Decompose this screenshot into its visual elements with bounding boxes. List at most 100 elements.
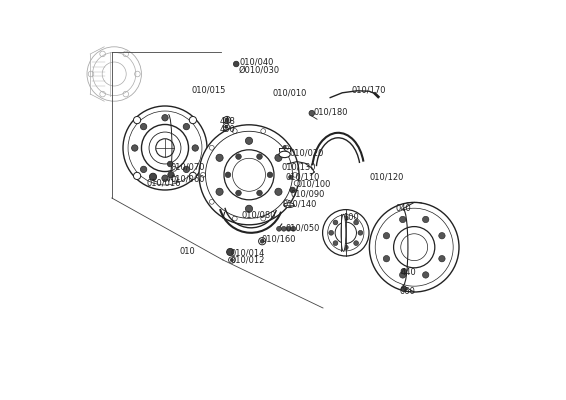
Circle shape <box>257 154 262 160</box>
Circle shape <box>235 190 241 196</box>
Circle shape <box>401 286 406 292</box>
Circle shape <box>230 258 233 262</box>
Circle shape <box>183 124 190 130</box>
Text: 040: 040 <box>396 204 411 213</box>
Text: 010/010: 010/010 <box>273 89 307 98</box>
Text: 010/100: 010/100 <box>297 180 331 188</box>
Circle shape <box>323 210 369 256</box>
Circle shape <box>140 124 147 130</box>
Circle shape <box>140 166 147 172</box>
Circle shape <box>383 232 389 239</box>
Circle shape <box>162 114 168 121</box>
Circle shape <box>123 106 207 190</box>
Circle shape <box>189 172 196 180</box>
Circle shape <box>172 176 178 182</box>
Text: 100: 100 <box>343 214 359 222</box>
Circle shape <box>223 124 229 130</box>
Text: 010: 010 <box>179 247 195 256</box>
Circle shape <box>225 172 231 178</box>
Circle shape <box>156 139 174 157</box>
Circle shape <box>260 239 264 243</box>
Text: 448: 448 <box>220 118 235 126</box>
Text: 060: 060 <box>399 287 415 296</box>
Circle shape <box>189 116 196 124</box>
Circle shape <box>294 180 300 186</box>
Circle shape <box>289 175 293 179</box>
Circle shape <box>225 125 228 128</box>
Text: 010/040: 010/040 <box>239 58 273 66</box>
Circle shape <box>401 268 406 274</box>
Circle shape <box>225 118 229 122</box>
Circle shape <box>281 226 286 231</box>
Circle shape <box>275 188 282 196</box>
Ellipse shape <box>341 214 346 251</box>
Circle shape <box>344 216 348 220</box>
Circle shape <box>172 166 177 171</box>
Text: 010/140: 010/140 <box>282 200 316 208</box>
Circle shape <box>192 145 199 151</box>
Text: 010/080: 010/080 <box>241 211 276 220</box>
Text: 010/015: 010/015 <box>191 86 225 94</box>
Ellipse shape <box>279 151 290 158</box>
Text: 010/160: 010/160 <box>262 234 296 243</box>
Text: 010/016: 010/016 <box>146 178 181 187</box>
Circle shape <box>216 154 223 162</box>
Circle shape <box>162 175 168 182</box>
Circle shape <box>354 220 358 225</box>
Circle shape <box>400 216 406 223</box>
Circle shape <box>333 220 338 225</box>
Circle shape <box>291 226 296 231</box>
Circle shape <box>259 238 266 245</box>
Circle shape <box>422 272 429 278</box>
Circle shape <box>235 154 241 160</box>
Circle shape <box>131 145 138 151</box>
Circle shape <box>229 257 235 263</box>
Circle shape <box>267 172 273 178</box>
Text: 010/110: 010/110 <box>285 172 320 181</box>
Circle shape <box>183 166 190 172</box>
Text: 010/090: 010/090 <box>290 189 324 198</box>
Circle shape <box>233 61 239 67</box>
Text: 010/014: 010/014 <box>230 248 264 257</box>
Text: 010/060: 010/060 <box>170 174 205 183</box>
Circle shape <box>224 116 230 124</box>
Text: 010/120: 010/120 <box>369 172 404 181</box>
Circle shape <box>257 190 262 196</box>
Circle shape <box>277 226 281 231</box>
Circle shape <box>275 154 282 162</box>
Circle shape <box>344 245 348 250</box>
Text: 010/070: 010/070 <box>170 163 205 172</box>
Ellipse shape <box>284 203 294 208</box>
Circle shape <box>246 137 252 144</box>
Circle shape <box>400 272 406 278</box>
Circle shape <box>422 216 429 223</box>
Circle shape <box>329 230 333 235</box>
Circle shape <box>283 146 286 149</box>
Circle shape <box>358 230 363 235</box>
Text: 450: 450 <box>220 125 235 134</box>
Circle shape <box>439 232 445 239</box>
Circle shape <box>439 256 445 262</box>
Circle shape <box>335 222 357 244</box>
Circle shape <box>199 125 299 225</box>
Text: 010/020: 010/020 <box>289 148 324 157</box>
Text: 010/012: 010/012 <box>230 256 264 264</box>
Circle shape <box>309 110 315 116</box>
Text: 440: 440 <box>400 268 416 277</box>
Circle shape <box>393 226 435 268</box>
Circle shape <box>149 173 157 180</box>
Circle shape <box>142 124 188 172</box>
Text: 010/170: 010/170 <box>352 86 387 94</box>
Circle shape <box>216 188 223 196</box>
Text: 010/180: 010/180 <box>314 108 348 116</box>
Circle shape <box>226 248 234 256</box>
Circle shape <box>383 256 389 262</box>
Circle shape <box>246 205 252 212</box>
Circle shape <box>134 172 141 180</box>
Circle shape <box>134 116 141 124</box>
Circle shape <box>168 172 174 178</box>
Text: 010/050: 010/050 <box>285 224 319 232</box>
Circle shape <box>333 241 338 246</box>
Circle shape <box>290 187 295 193</box>
Circle shape <box>354 241 358 246</box>
